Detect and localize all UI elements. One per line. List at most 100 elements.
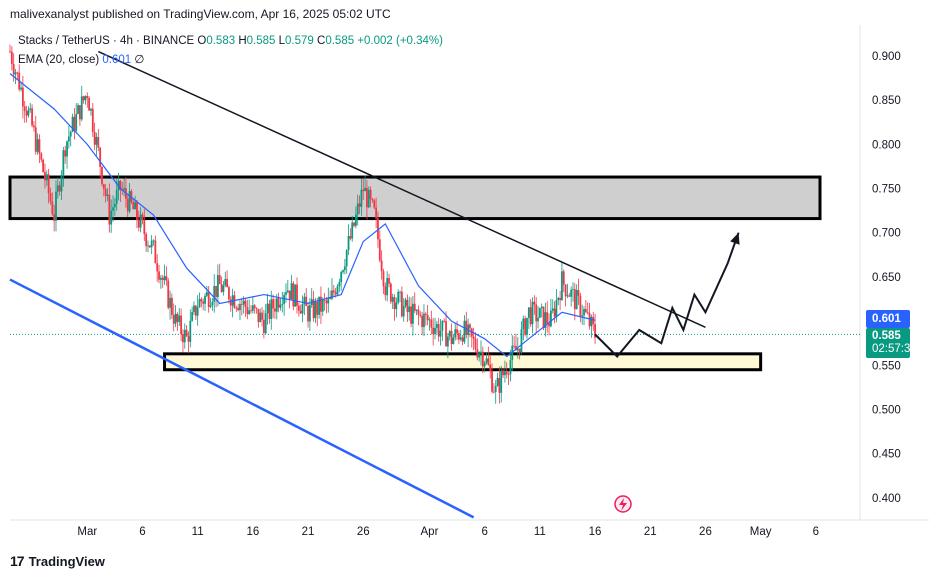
candle-body bbox=[389, 283, 392, 302]
x-tick-label: 16 bbox=[246, 526, 259, 538]
candle-body bbox=[104, 188, 107, 196]
candle-body bbox=[329, 297, 332, 299]
candle-body bbox=[320, 296, 322, 312]
candle-body bbox=[504, 371, 506, 376]
candle-body bbox=[44, 172, 46, 181]
candle-body bbox=[14, 72, 17, 75]
candle-body bbox=[73, 116, 76, 131]
candle-body bbox=[88, 97, 91, 111]
candle-body bbox=[198, 299, 201, 308]
candle-body bbox=[340, 272, 343, 283]
symbol-legend[interactable]: Stacks / TetherUS · 4h · BINANCE O0.583 … bbox=[18, 35, 443, 47]
candle-body bbox=[395, 302, 398, 310]
candle-body bbox=[537, 317, 539, 322]
y-tick-label: 0.500 bbox=[872, 405, 901, 417]
resistance-zone[interactable] bbox=[8, 175, 822, 221]
support-zone[interactable] bbox=[163, 352, 763, 372]
candle-body bbox=[189, 320, 192, 342]
candle-body bbox=[559, 297, 562, 301]
candle-body bbox=[332, 290, 335, 293]
open-value: 0.583 bbox=[206, 35, 236, 47]
candle-body bbox=[417, 309, 420, 315]
projection-path[interactable] bbox=[594, 232, 740, 358]
candle-body bbox=[40, 153, 43, 160]
candle-body bbox=[377, 218, 379, 240]
tradingview-logo[interactable]: 17 TradingView bbox=[10, 553, 105, 569]
candle-body bbox=[66, 141, 68, 157]
candle-body bbox=[386, 278, 389, 296]
candle-body bbox=[400, 291, 403, 317]
candle-body bbox=[239, 304, 241, 311]
candle-body bbox=[202, 301, 205, 304]
event-lightning-icon[interactable] bbox=[614, 495, 632, 513]
candle-body bbox=[441, 320, 444, 331]
y-tick-label: 0.400 bbox=[872, 493, 901, 505]
candle-body bbox=[20, 87, 22, 90]
candle-body bbox=[480, 351, 482, 354]
candle-body bbox=[561, 271, 563, 301]
candle-body bbox=[283, 294, 286, 304]
candles-layer bbox=[9, 44, 596, 404]
x-tick-label: 21 bbox=[302, 526, 315, 538]
candle-body bbox=[502, 370, 504, 376]
candle-body bbox=[354, 214, 357, 226]
candle-body bbox=[167, 280, 170, 308]
candle-body bbox=[204, 295, 206, 304]
candle-body bbox=[555, 300, 558, 317]
candle-body bbox=[307, 305, 309, 322]
ema-legend[interactable]: EMA (20, close) 0.601 ∅ bbox=[18, 52, 144, 66]
candle-body bbox=[594, 324, 596, 338]
candle-body bbox=[445, 321, 447, 347]
candle-body bbox=[21, 87, 24, 107]
candle-body bbox=[443, 320, 446, 322]
candle-body bbox=[58, 185, 61, 192]
x-tick-label: 11 bbox=[534, 526, 546, 538]
candle-body bbox=[458, 333, 460, 340]
candle-body bbox=[384, 286, 387, 296]
candle-body bbox=[481, 351, 484, 367]
candle-body bbox=[211, 301, 214, 306]
candle-body bbox=[577, 290, 580, 296]
candle-body bbox=[423, 313, 425, 328]
candle-body bbox=[272, 299, 274, 309]
candle-body bbox=[351, 222, 354, 239]
candle-body bbox=[474, 338, 477, 350]
candle-body bbox=[590, 316, 593, 327]
candle-body bbox=[518, 348, 521, 353]
candle-body bbox=[62, 150, 65, 175]
descending-trendline[interactable] bbox=[98, 50, 706, 328]
candle-body bbox=[80, 96, 83, 120]
candle-body bbox=[108, 194, 111, 225]
candle-body bbox=[463, 320, 466, 342]
candle-body bbox=[297, 305, 300, 311]
candle-body bbox=[47, 174, 50, 194]
candle-body bbox=[257, 308, 260, 323]
lower-channel-line[interactable] bbox=[9, 278, 475, 519]
close-value: 0.585 bbox=[325, 35, 355, 47]
y-tick-label: 0.700 bbox=[872, 228, 901, 240]
candle-body bbox=[205, 292, 208, 296]
high-value: 0.585 bbox=[246, 35, 276, 47]
candle-body bbox=[566, 295, 569, 297]
candle-body bbox=[382, 271, 385, 287]
candle-body bbox=[533, 301, 536, 305]
candle-body bbox=[60, 174, 63, 192]
candle-body bbox=[446, 336, 449, 347]
y-axis-ticks: 0.9000.8500.8000.7500.7000.6500.6000.550… bbox=[872, 51, 901, 505]
candle-body bbox=[347, 236, 350, 251]
candle-body bbox=[527, 307, 530, 318]
candle-body bbox=[246, 307, 249, 314]
candle-body bbox=[520, 329, 523, 353]
close-label: C bbox=[317, 35, 326, 47]
candle-body bbox=[253, 305, 256, 309]
candle-body bbox=[349, 236, 352, 239]
candle-body bbox=[128, 191, 131, 212]
close-price-value: 0.585 bbox=[872, 330, 901, 342]
candle-body bbox=[9, 51, 11, 53]
candle-body bbox=[69, 131, 72, 137]
publish-info: malivexanalyst published on TradingView.… bbox=[10, 7, 391, 21]
candle-body bbox=[244, 300, 247, 308]
candle-body bbox=[546, 312, 549, 324]
candle-body bbox=[404, 299, 407, 306]
